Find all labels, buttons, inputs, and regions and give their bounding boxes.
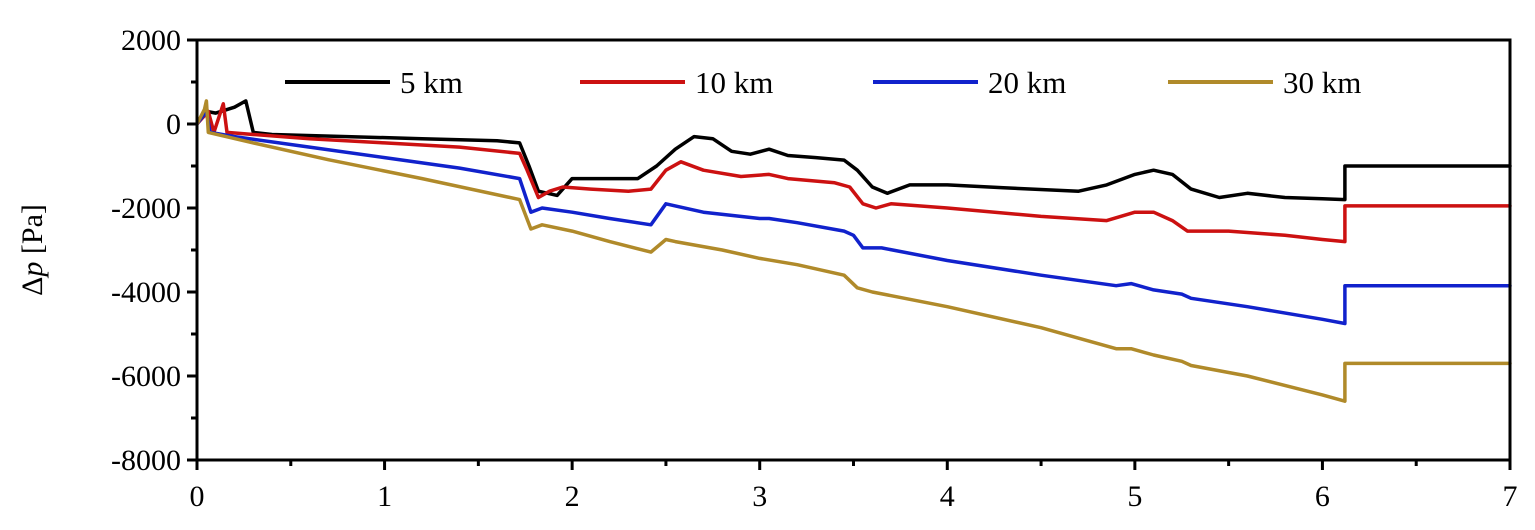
legend-label-2: 10 km xyxy=(695,65,773,100)
x-tick-label: 2 xyxy=(565,480,580,513)
legend: 5 km 10 km 20 km 30 km xyxy=(285,65,1361,100)
series-line-1 xyxy=(195,99,1512,202)
x-tick-label: 0 xyxy=(190,480,205,513)
y-axis-title-prefix: Δ xyxy=(16,277,49,296)
ticks-layer: 0 1 2 3 4 5 6 7 2000 0 -2000 -4000 -6000 -8000 xyxy=(111,24,1518,513)
series-line-4 xyxy=(195,99,1512,403)
y-axis-title-unit: [Pa] xyxy=(16,204,49,261)
series-line-2 xyxy=(195,102,1512,244)
x-tick-label: 7 xyxy=(1503,480,1518,513)
y-tick-label: -4000 xyxy=(111,276,181,309)
series-layer xyxy=(195,99,1512,403)
x-tick-label: 6 xyxy=(1315,480,1330,513)
x-tick-label: 5 xyxy=(1127,480,1142,513)
legend-label-1: 5 km xyxy=(400,65,463,100)
y-tick-label: 2000 xyxy=(121,24,181,57)
legend-label-3: 20 km xyxy=(988,65,1066,100)
y-tick-label: -2000 xyxy=(111,192,181,225)
plot-frame xyxy=(195,38,1512,462)
y-axis-title-symbol: p xyxy=(16,262,49,279)
y-tick-label: -8000 xyxy=(111,444,181,477)
x-tick-label: 4 xyxy=(940,480,955,513)
legend-label-4: 30 km xyxy=(1283,65,1361,100)
y-tick-label: 0 xyxy=(166,108,181,141)
x-tick-label: 3 xyxy=(752,480,767,513)
y-tick-label: -6000 xyxy=(111,360,181,393)
y-axis-title: Δp [Pa] xyxy=(16,204,49,296)
series-line-3 xyxy=(195,109,1512,326)
x-tick-label: 1 xyxy=(377,480,392,513)
